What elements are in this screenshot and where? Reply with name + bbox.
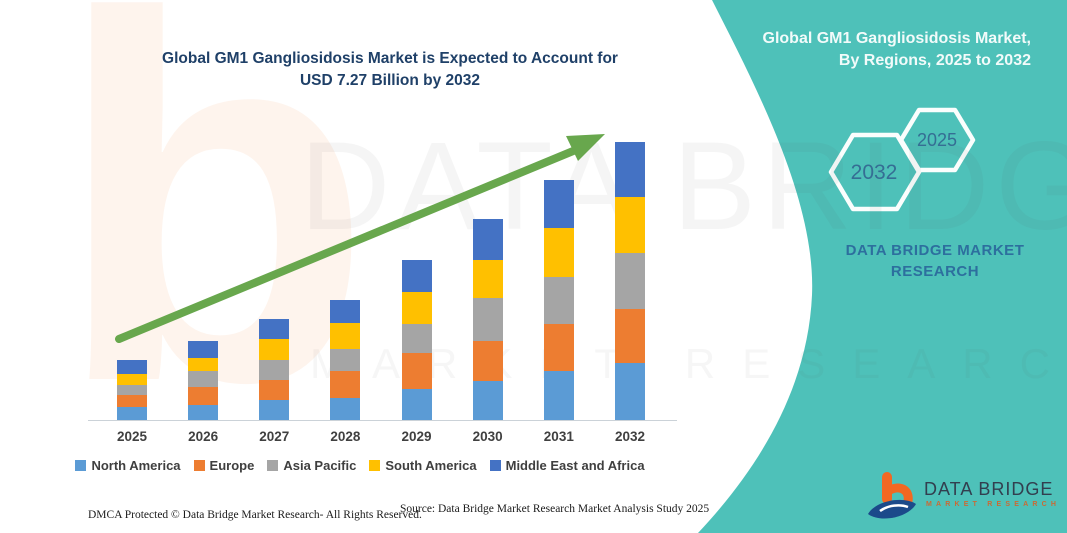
legend-item-asia-pacific: Asia Pacific: [267, 458, 356, 473]
bar-segment-2025-middle-east-and-africa: [117, 360, 147, 375]
bar-segment-2032-asia-pacific: [614, 253, 645, 310]
legend-marker-icon: [267, 460, 279, 471]
legend-marker-icon: [489, 460, 501, 471]
brand-text-line2: RESEARCH: [890, 263, 980, 280]
trend-arrow-head: [566, 134, 605, 161]
bar-segment-2027-europe: [259, 380, 290, 401]
bar-segment-2029-middle-east-and-africa: [401, 259, 432, 293]
bar-segment-2032-europe: [614, 309, 645, 364]
legend-marker-icon: [193, 460, 205, 471]
bar-segment-2031-middle-east-and-africa: [543, 180, 574, 228]
x-axis-label-2029: 2029: [401, 429, 432, 444]
watermark-market-research: MARKET RESEARCH: [310, 340, 1067, 387]
brand-text-line1: DATA BRIDGE MARKET: [845, 242, 1025, 259]
bar-segment-2029-asia-pacific: [401, 323, 432, 353]
chart-legend: North America Europe Asia Pacific South Ame…: [40, 458, 680, 473]
legend-label: North America: [91, 458, 181, 473]
bar-segment-2032-south-america: [614, 196, 645, 254]
legend-item-europe: Europe: [193, 458, 255, 473]
bar-segment-2025-europe: [117, 395, 147, 408]
logo-name: DATA BRIDGE: [924, 479, 1054, 499]
bar-segment-2028-asia-pacific: [330, 349, 361, 372]
legend-marker-icon: [369, 460, 381, 471]
bar-segment-2027-asia-pacific: [259, 360, 290, 381]
bar-segment-2030-europe: [472, 340, 503, 382]
legend-label: Middle East and Africa: [505, 458, 645, 473]
legend-item-south-america: South America: [369, 458, 477, 473]
bar-segment-2026-middle-east-and-africa: [188, 340, 219, 358]
x-axis-label-2026: 2026: [188, 429, 219, 444]
bar-segment-2029-south-america: [401, 292, 432, 324]
bar-segment-2026-north-america: [188, 405, 219, 420]
chart-title-line1: Global GM1 Gangliosidosis Market is Expe…: [162, 50, 618, 67]
bar-segment-2025-south-america: [117, 374, 147, 386]
bar-segment-2026-south-america: [188, 357, 219, 371]
bar-segment-2025-north-america: [117, 407, 147, 420]
bar-segment-2031-asia-pacific: [543, 276, 574, 324]
hexagon-2032-label: 2032: [850, 161, 898, 184]
logo-subtitle: MARKET RESEARCH: [926, 501, 1061, 508]
bar-segment-2028-europe: [330, 371, 361, 398]
x-axis-label-2028: 2028: [330, 429, 361, 444]
side-panel-title: Global GM1 Gangliosidosis Market, By Reg…: [701, 28, 1032, 72]
legend-label: Europe: [209, 458, 255, 473]
chart-title-line2: USD 7.27 Billion by 2032: [299, 72, 481, 89]
legend-marker-icon: [75, 460, 87, 471]
bar-segment-2031-europe: [543, 323, 574, 372]
x-axis-label-2030: 2030: [472, 429, 503, 444]
x-axis-label-2032: 2032: [614, 429, 645, 444]
bar-segment-2032-middle-east-and-africa: [614, 142, 645, 197]
dbmr-logo-icon: [868, 472, 916, 519]
bar-segment-2029-north-america: [401, 388, 432, 420]
x-axis-label-2027: 2027: [259, 429, 290, 444]
x-axis-label-2031: 2031: [543, 429, 574, 444]
bar-segment-2030-asia-pacific: [472, 298, 503, 341]
bar-segment-2030-south-america: [472, 259, 503, 299]
side-panel-title-line2: By Regions, 2025 to 2032: [838, 52, 1031, 69]
bar-segment-2028-south-america: [330, 322, 361, 350]
bar-segment-2032-north-america: [614, 363, 645, 420]
bar-segment-2028-north-america: [330, 397, 361, 420]
bar-segment-2031-south-america: [543, 227, 574, 277]
x-axis-label-2025: 2025: [116, 429, 148, 444]
bar-segment-2027-north-america: [259, 400, 290, 420]
brand-text: DATA BRIDGE MARKET RESEARCH: [828, 240, 1042, 282]
bar-segment-2025-asia-pacific: [117, 385, 147, 396]
legend-label: South America: [385, 458, 477, 473]
legend-item-middle-east-and-africa: Middle East and Africa: [489, 458, 645, 473]
hexagon-2025-icon: [898, 107, 976, 173]
bar-segment-2027-middle-east-and-africa: [259, 319, 290, 340]
source-note: Source: Data Bridge Market Research Mark…: [400, 503, 710, 515]
legend-item-north-america: North America: [75, 458, 181, 473]
hexagon-2025-label: 2025: [916, 130, 958, 150]
bar-segment-2031-north-america: [543, 371, 574, 420]
bar-segment-2026-europe: [188, 386, 219, 406]
bar-segment-2029-europe: [401, 352, 432, 389]
bar-segment-2028-middle-east-and-africa: [330, 299, 361, 323]
bar-segment-2030-middle-east-and-africa: [472, 219, 503, 260]
chart-title: Global GM1 Gangliosidosis Market is Expe…: [110, 48, 670, 92]
bar-segment-2030-north-america: [472, 381, 503, 420]
dmca-notice: DMCA Protected © Data Bridge Market Rese…: [88, 509, 422, 521]
legend-label: Asia Pacific: [283, 458, 357, 473]
bar-segment-2027-south-america: [259, 339, 290, 361]
teal-curved-shape: [698, 0, 1067, 533]
dbmr-logo: DATA BRIDGE MARKET RESEARCH: [862, 465, 1056, 525]
bar-segment-2026-asia-pacific: [188, 370, 219, 387]
x-axis-line: [88, 420, 677, 421]
side-panel-title-line1: Global GM1 Gangliosidosis Market,: [762, 30, 1032, 47]
